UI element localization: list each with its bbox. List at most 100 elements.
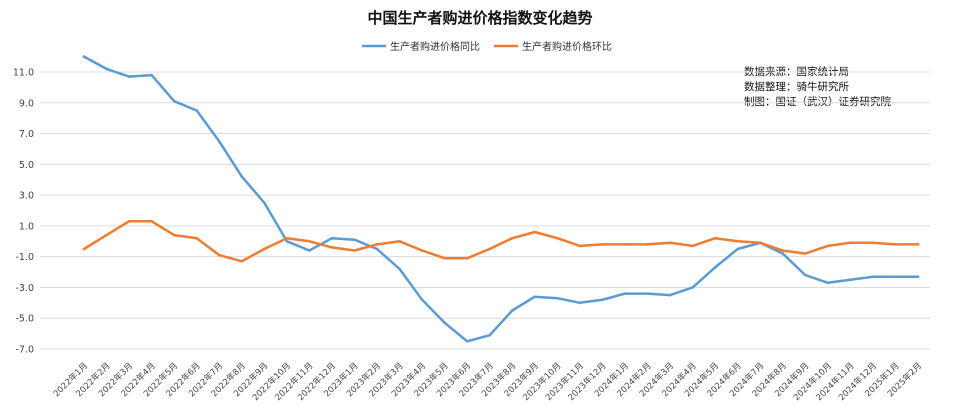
series-lines [82, 55, 920, 343]
data-point [601, 298, 604, 302]
y-tick-label: 5.0 [19, 160, 34, 171]
data-point [330, 246, 334, 249]
data-point [263, 247, 266, 251]
data-point [240, 175, 244, 178]
data-point [894, 275, 897, 278]
data-point [353, 249, 356, 252]
mom-series-line [82, 220, 920, 263]
compiler-note: 数据整理：骑牛研究所 [744, 80, 849, 93]
data-point [871, 241, 875, 245]
data-point [623, 292, 627, 295]
data-point [849, 278, 852, 282]
data-point [668, 241, 672, 245]
data-point [601, 243, 604, 246]
data-point [105, 233, 108, 237]
data-point [330, 236, 334, 240]
data-point [195, 236, 199, 240]
y-tick-label: -3.0 [15, 283, 34, 294]
legend-label-mom: 生产者购进价格环比 [522, 40, 612, 53]
data-point [803, 273, 807, 277]
data-point [646, 292, 649, 295]
data-point [308, 249, 311, 252]
y-tick-label: -1.0 [15, 252, 34, 263]
data-point [443, 321, 446, 325]
data-point [420, 298, 424, 302]
data-point [195, 109, 199, 112]
y-axis-ticks: 11.0 9.0 7.0 5.0 3.0 1.0 -1.0 -3.0 -5.0 -7.0 [13, 68, 34, 356]
chart-title: 中国生产者购进价格指数变化趋势 [367, 9, 592, 27]
data-point [420, 249, 424, 252]
y-tick-label: 7.0 [19, 129, 34, 140]
data-point [894, 243, 897, 246]
data-point [713, 266, 717, 269]
data-point [713, 236, 717, 240]
data-point [488, 247, 492, 251]
data-point [82, 247, 86, 251]
data-point [691, 244, 694, 248]
y-tick-label: -5.0 [15, 314, 34, 325]
legend: 生产者购进价格同比 生产者购进价格环比 [362, 40, 612, 53]
data-point [217, 139, 221, 143]
y-tick-label: 11.0 [13, 68, 34, 79]
legend-label-yoy: 生产者购进价格同比 [390, 40, 480, 53]
data-point [578, 301, 582, 305]
data-point [623, 243, 627, 246]
data-point [803, 252, 807, 255]
data-point [375, 243, 379, 246]
data-point [668, 293, 672, 297]
data-point [353, 238, 356, 242]
data-point [736, 239, 739, 243]
data-point [82, 55, 86, 58]
data-point [127, 75, 131, 78]
data-point [533, 230, 537, 234]
data-point [533, 295, 537, 298]
data-point [172, 99, 176, 103]
data-point [127, 219, 131, 223]
data-point [826, 244, 830, 248]
data-point [556, 236, 559, 240]
data-point [510, 236, 514, 240]
data-point [285, 236, 289, 240]
data-point [398, 239, 401, 243]
data-point [849, 241, 852, 245]
y-tick-label: 3.0 [19, 191, 34, 202]
data-point [758, 241, 762, 245]
x-axis-ticks: 2022年1月2022年2月2022年3月2022年4月2022年5月2022年… [51, 360, 924, 403]
data-point [916, 243, 920, 246]
data-point [150, 219, 153, 223]
y-tick-label: -7.0 [15, 345, 34, 356]
data-point [465, 256, 469, 260]
data-point [488, 333, 492, 337]
source-notes: 数据来源：国家统计局 数据整理：骑牛研究所 制图：国证（武汉）证券研究院 [744, 65, 891, 108]
data-point [240, 259, 244, 263]
data-point [691, 286, 694, 289]
data-point [781, 252, 785, 255]
data-point [217, 253, 221, 257]
data-point [646, 243, 649, 246]
data-point [556, 296, 559, 300]
data-point [510, 309, 514, 312]
data-point [736, 247, 739, 251]
data-point [916, 275, 920, 278]
data-point [285, 239, 289, 243]
data-point [781, 249, 785, 252]
data-point [465, 340, 469, 343]
y-tick-label: 9.0 [19, 98, 34, 109]
data-point [375, 247, 379, 251]
data-point [826, 281, 830, 285]
data-point [871, 275, 875, 278]
yoy-series-line [82, 55, 920, 343]
data-point [308, 239, 311, 243]
data-point [578, 244, 582, 248]
grid-lines [40, 71, 930, 350]
chart-maker-note: 制图：国证（武汉）证券研究院 [744, 95, 891, 108]
data-point [150, 73, 153, 77]
data-point [398, 267, 401, 271]
data-point [105, 67, 108, 71]
y-tick-label: 1.0 [19, 221, 34, 232]
data-point [263, 201, 266, 205]
data-point [172, 233, 176, 237]
data-point [443, 256, 446, 260]
